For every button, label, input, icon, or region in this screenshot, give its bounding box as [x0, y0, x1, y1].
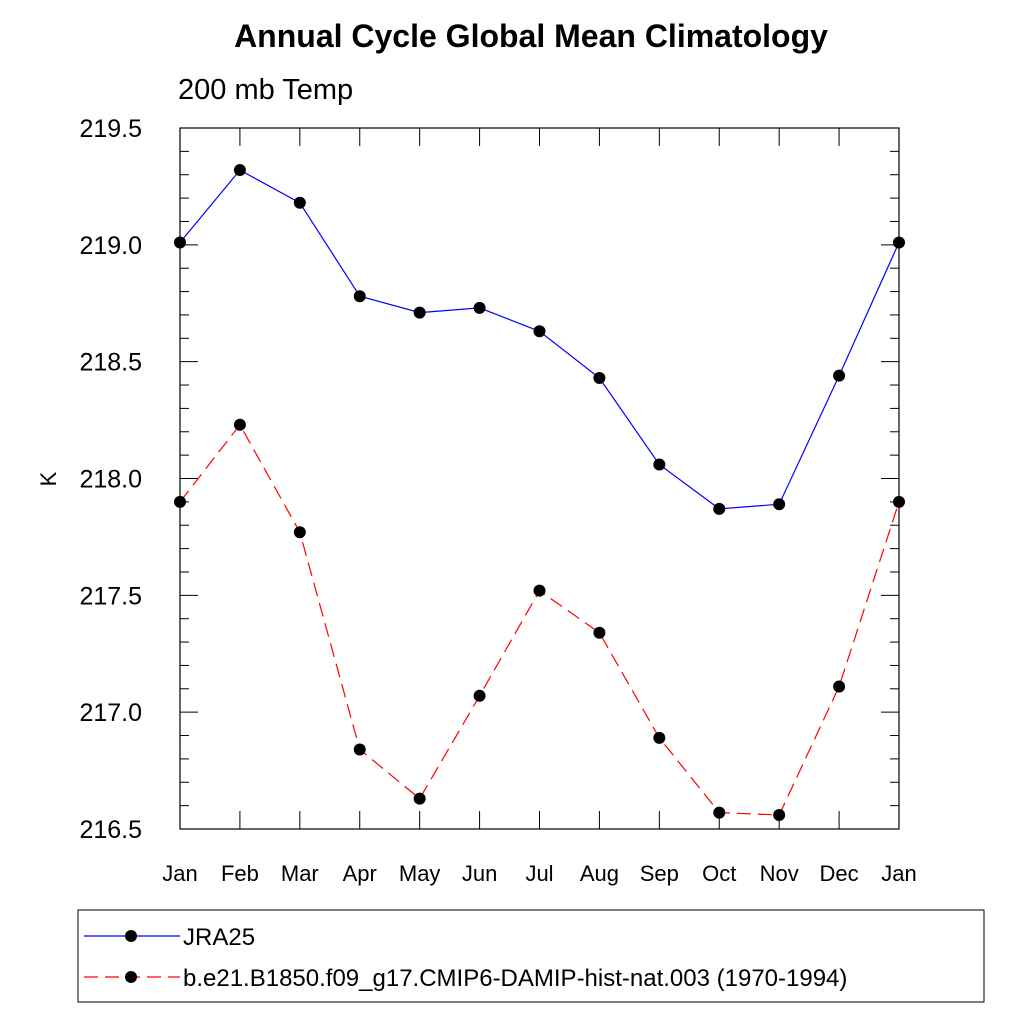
legend-marker-2 [125, 971, 137, 983]
y-tick-labels: 216.5 217.0 217.5 218.0 218.5 219.0 219.5 [79, 115, 142, 844]
legend: JRA25 b.e21.B1850.f09_g17.CMIP6-DAMIP-his… [84, 924, 847, 992]
x-tick-label: Jan [162, 861, 197, 886]
x-tick-label: Dec [820, 861, 859, 886]
y-tick-label: 216.5 [79, 816, 142, 844]
data-point [593, 626, 606, 639]
y-axis-label: K [36, 471, 61, 486]
x-tick-label: Jul [525, 861, 553, 886]
series-layer [174, 164, 905, 821]
x-tick-labels: Jan Feb Mar Apr May Jun Jul Aug Sep Oct Nov Dec Jan [162, 861, 916, 886]
data-point [653, 458, 666, 471]
x-tick-label: Aug [580, 861, 619, 886]
data-point [533, 325, 546, 338]
data-point [893, 495, 905, 508]
x-tick-label: May [399, 861, 441, 886]
data-point [533, 584, 546, 597]
data-point [413, 792, 426, 805]
x-tick-label: Nov [760, 861, 799, 886]
data-point [773, 498, 786, 511]
chart-title: Annual Cycle Global Mean Climatology [234, 18, 828, 54]
data-point [293, 196, 306, 209]
y-tick-label: 217.0 [79, 699, 142, 727]
data-point [713, 806, 726, 819]
x-tick-label: Jan [881, 861, 916, 886]
x-tick-label: Feb [221, 861, 259, 886]
data-point [233, 164, 246, 177]
y-tick-label: 217.5 [79, 582, 142, 610]
data-point [773, 808, 786, 821]
data-point [653, 731, 666, 744]
x-tick-label: Jun [462, 861, 497, 886]
data-point [293, 526, 306, 539]
data-point [473, 689, 486, 702]
data-point [833, 369, 846, 382]
data-point [593, 372, 606, 385]
y-tick-label: 218.5 [79, 349, 142, 377]
legend-box [77, 909, 985, 1003]
series-line-1 [179, 169, 900, 510]
x-tick-label: Mar [281, 861, 319, 886]
x-tick-label: Oct [702, 861, 736, 886]
legend-marker-1 [125, 930, 137, 942]
legend-label-2: b.e21.B1850.f09_g17.CMIP6-DAMIP-hist-nat… [183, 965, 847, 992]
data-point [174, 236, 186, 249]
legend-label-1: JRA25 [183, 924, 255, 951]
data-point [713, 502, 726, 515]
series-line-2 [179, 423, 900, 816]
y-tick-label: 219.5 [79, 115, 142, 143]
y-tick-label: 218.0 [79, 466, 142, 494]
data-point [174, 495, 186, 508]
data-point [353, 290, 366, 303]
data-point [413, 306, 426, 319]
x-tick-label: Apr [343, 861, 377, 886]
data-point [473, 301, 486, 314]
data-point [233, 418, 246, 431]
y-tick-label: 219.0 [79, 232, 142, 260]
chart-subtitle: 200 mb Temp [178, 74, 353, 106]
data-point [893, 236, 905, 249]
data-point [353, 743, 366, 756]
x-tick-label: Sep [640, 861, 679, 886]
data-point [833, 680, 846, 693]
